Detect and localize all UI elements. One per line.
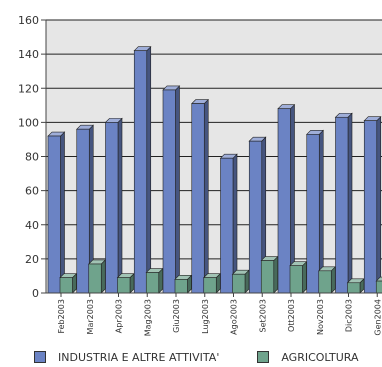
bar-industria-Apr2003: [104, 117, 123, 294]
bar-industria-Nov2003: [306, 129, 324, 294]
x-category-label: Nov2003: [316, 299, 325, 335]
x-category-label: Lug2003: [201, 299, 210, 334]
bar-agricoltura-Apr2003: [116, 272, 135, 294]
x-category-label: Giu2003: [172, 299, 181, 333]
bar-industria-Lug2003: [191, 98, 209, 294]
bar-industria-Set2003: [248, 136, 267, 294]
y-tick-label: 100: [18, 116, 39, 129]
x-category-label: Ago2003: [230, 299, 239, 335]
x-category-label: Mag2003: [143, 299, 152, 336]
x-category-label: Feb2003: [57, 299, 66, 334]
bar-industria-Feb2003: [47, 131, 66, 294]
legend-label-industria: INDUSTRIA E ALTRE ATTIVITA': [58, 350, 220, 364]
y-tick-label: 0: [32, 287, 39, 300]
y-tick-label: 20: [25, 253, 39, 266]
bar-agricoltura-Giu2003: [174, 274, 193, 294]
bar-industria-Mar2003: [76, 124, 94, 294]
x-category-label: Gen2004: [373, 299, 382, 336]
bar-agricoltura-Feb2003: [59, 272, 78, 294]
bar-agricoltura-Nov2003: [318, 266, 336, 294]
x-category-label: Mar2003: [86, 299, 95, 334]
bar-industria-Mag2003: [133, 45, 152, 294]
x-category-label: Dic2003: [345, 299, 354, 332]
bar-agricoltura-Gen2004: [375, 276, 382, 294]
bar-industria-Giu2003: [162, 85, 181, 294]
bar-agricoltura-Ott2003: [289, 260, 308, 294]
x-category-label: Apr2003: [115, 299, 124, 333]
y-tick-label: 60: [25, 185, 39, 198]
legend-swatch-agricoltura: [257, 351, 270, 363]
bar-industria-Dic2003: [334, 112, 353, 294]
legend-swatch-industria: [34, 351, 46, 363]
bar-industria-Gen2004: [363, 115, 382, 294]
legend-item-industria: INDUSTRIA E ALTRE ATTIVITA': [34, 351, 219, 364]
legend: INDUSTRIA E ALTRE ATTIVITA' AGRICOLTURA: [34, 349, 382, 365]
bar-agricoltura-Lug2003: [203, 272, 221, 294]
y-tick-label: 120: [18, 82, 39, 95]
bar-chart: 0 20 40 60 80 100 120 140 160 Feb2003 Mar2003 Apr2…: [18, 14, 382, 336]
y-tick-label: 140: [18, 48, 39, 61]
y-tick-label: 40: [25, 219, 39, 232]
bar-agricoltura-Set2003: [260, 255, 279, 294]
legend-label-agricoltura: AGRICOLTURA: [281, 350, 359, 364]
legend-item-agricoltura: AGRICOLTURA: [257, 350, 359, 364]
bar-agricoltura-Ago2003: [231, 269, 250, 294]
bar-agricoltura-Dic2003: [346, 278, 365, 294]
bar-agricoltura-Mag2003: [145, 267, 164, 294]
bar-agricoltura-Mar2003: [88, 259, 106, 294]
y-tick-label: 160: [18, 14, 39, 27]
x-category-label: Set2003: [258, 299, 267, 333]
y-tick-label: 80: [25, 151, 39, 164]
x-category-label: Ott2003: [287, 299, 296, 332]
